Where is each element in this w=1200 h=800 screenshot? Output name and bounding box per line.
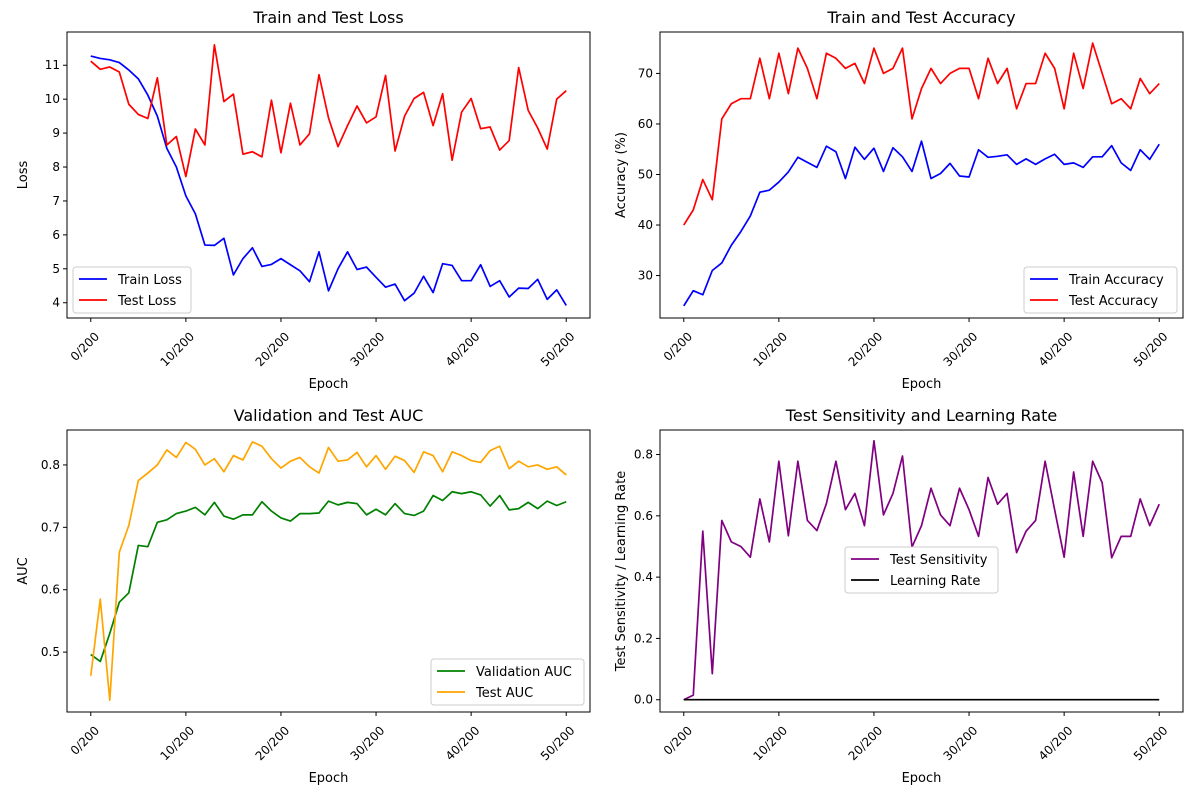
axes-frame xyxy=(66,429,591,713)
x-tick-label: 40/200 xyxy=(1036,329,1076,369)
x-tick-label: 30/200 xyxy=(941,723,981,763)
legend-label: Test Sensitivity xyxy=(889,553,988,568)
x-tick-label: 10/200 xyxy=(750,723,790,763)
series-line-validation-auc xyxy=(90,490,567,663)
x-axis-label: Epoch xyxy=(309,771,349,786)
legend-box xyxy=(430,658,585,706)
y-tick-label: 4 xyxy=(52,296,60,310)
y-tick-label: 10 xyxy=(45,92,60,106)
y-tick-label: 0.4 xyxy=(634,570,653,584)
y-tick-label: 0.0 xyxy=(634,693,653,707)
legend-label: Test Loss xyxy=(117,294,176,309)
y-tick-label: 70 xyxy=(638,66,653,80)
x-tick-label: 0/200 xyxy=(661,723,695,757)
chart-panel-1: Train and Test Loss 0/200 10/200 20/200 30/2… xyxy=(16,8,591,392)
chart-panel-2: Train and Test Accuracy 0/200 10/200 20/200… xyxy=(614,8,1184,392)
x-axis-label: Epoch xyxy=(902,377,942,392)
y-tick-label: 30 xyxy=(638,269,653,283)
legend-box xyxy=(844,546,999,594)
y-tick-label: 0.6 xyxy=(41,583,60,597)
y-axis-label: Loss xyxy=(16,161,31,190)
x-tick-label: 0/200 xyxy=(661,329,695,363)
y-tick-label: 5 xyxy=(52,262,60,276)
chart-title: Validation and Test AUC xyxy=(234,406,424,425)
x-tick-label: 50/200 xyxy=(1131,329,1171,369)
series-line-test-auc xyxy=(89,441,567,702)
legend: Train Loss Test Loss xyxy=(72,266,192,314)
y-axis-label: Test Sensitivity / Learning Rate xyxy=(614,471,629,672)
series-line-train-accuracy xyxy=(683,140,1160,307)
y-axis-label: AUC xyxy=(16,557,31,585)
x-tick-label: 0/200 xyxy=(68,723,102,757)
x-tick-label: 40/200 xyxy=(443,723,483,763)
legend: Test Sensitivity Learning Rate xyxy=(844,546,999,594)
y-tick-label: 0.2 xyxy=(634,631,653,645)
y-tick-label: 11 xyxy=(45,58,60,72)
y-tick-label: 50 xyxy=(638,167,653,181)
y-tick-label: 9 xyxy=(52,126,60,140)
series-line-test-loss xyxy=(90,44,567,178)
axes-frame xyxy=(659,31,1184,319)
x-tick-label: 20/200 xyxy=(846,723,886,763)
y-tick-label: 8 xyxy=(52,160,60,174)
legend-box xyxy=(1023,266,1178,314)
legend-label: Test Accuracy xyxy=(1068,294,1158,309)
y-tick-label: 7 xyxy=(52,194,60,208)
chart-panel-3: Validation and Test AUC 0/200 10/200 20/200… xyxy=(16,406,591,786)
legend: Validation AUC Test AUC xyxy=(430,658,585,706)
y-tick-label: 0.6 xyxy=(634,509,653,523)
y-tick-label: 6 xyxy=(52,228,60,242)
x-tick-label: 40/200 xyxy=(443,329,483,369)
x-tick-label: 20/200 xyxy=(253,329,293,369)
chart-title: Train and Test Loss xyxy=(252,8,403,27)
chart-title: Test Sensitivity and Learning Rate xyxy=(785,406,1057,425)
series-line-train-loss xyxy=(90,55,567,306)
legend-label: Validation AUC xyxy=(476,665,572,680)
axes-frame xyxy=(659,429,1184,713)
x-tick-label: 0/200 xyxy=(68,329,102,363)
legend-label: Learning Rate xyxy=(890,574,980,589)
series-line-test-sensitivity xyxy=(683,439,1161,701)
x-tick-label: 50/200 xyxy=(538,329,578,369)
x-tick-label: 10/200 xyxy=(157,723,197,763)
legend-label: Train Accuracy xyxy=(1068,273,1164,288)
x-tick-label: 50/200 xyxy=(538,723,578,763)
x-tick-label: 40/200 xyxy=(1036,723,1076,763)
x-tick-label: 30/200 xyxy=(348,723,388,763)
x-tick-label: 10/200 xyxy=(750,329,790,369)
x-tick-label: 50/200 xyxy=(1131,723,1171,763)
x-tick-label: 20/200 xyxy=(846,329,886,369)
x-axis-label: Epoch xyxy=(309,377,349,392)
y-tick-label: 0.5 xyxy=(41,645,60,659)
axes-frame xyxy=(66,31,591,319)
x-tick-label: 10/200 xyxy=(157,329,197,369)
legend-label: Train Loss xyxy=(117,273,182,288)
chart-panel-4: Test Sensitivity and Learning Rate 0/200 1… xyxy=(614,406,1184,786)
y-tick-label: 0.8 xyxy=(41,458,60,472)
x-tick-label: 30/200 xyxy=(941,329,981,369)
chart-title: Train and Test Accuracy xyxy=(826,8,1015,27)
y-tick-label: 60 xyxy=(638,117,653,131)
x-tick-label: 20/200 xyxy=(253,723,293,763)
legend: Train Accuracy Test Accuracy xyxy=(1023,266,1178,314)
y-axis-label: Accuracy (%) xyxy=(614,132,629,218)
y-tick-label: 0.8 xyxy=(634,448,653,462)
series-line-test-accuracy xyxy=(683,42,1160,226)
x-axis-label: Epoch xyxy=(902,771,942,786)
y-tick-label: 40 xyxy=(638,218,653,232)
legend-label: Test AUC xyxy=(475,686,533,701)
x-tick-label: 30/200 xyxy=(348,329,388,369)
y-tick-label: 0.7 xyxy=(41,520,60,534)
